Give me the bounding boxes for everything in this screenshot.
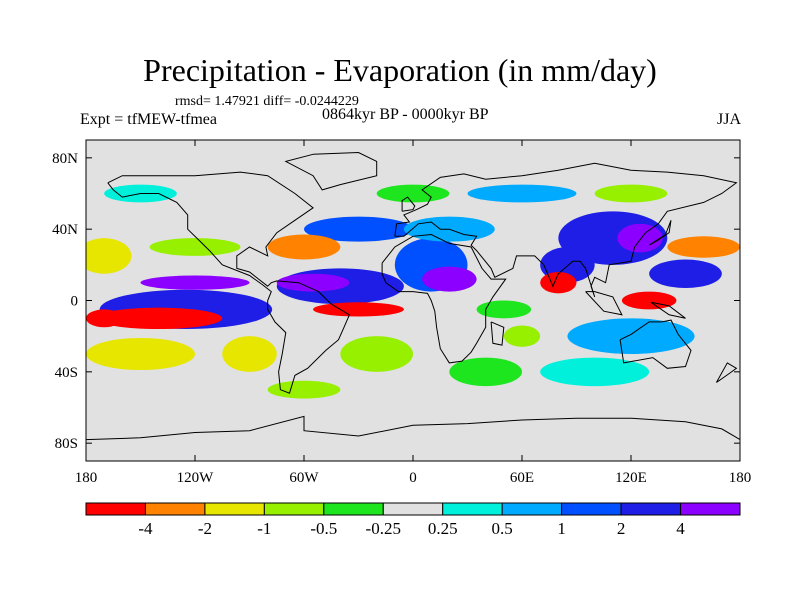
field-region: [594, 184, 668, 203]
stats-text: rmsd= 1.47921 diff= -0.0244229: [175, 94, 359, 109]
coastline: [490, 321, 505, 346]
colorbar-label: 2: [617, 519, 626, 538]
coastline: [648, 220, 672, 246]
colorbar-label: -0.25: [366, 519, 401, 538]
colorbar-label: -1: [257, 519, 271, 538]
field-region: [340, 336, 413, 372]
coastlines: [86, 151, 740, 441]
field-region: [140, 275, 250, 290]
coastline: [619, 319, 692, 369]
lat-labels: 80N 40N 0 40S 80S: [52, 151, 78, 452]
colorbar-box: [263, 502, 325, 516]
lon-label: 180: [729, 470, 752, 486]
field-region: [540, 357, 650, 387]
colorbar-label: -0.5: [310, 519, 337, 538]
colorbar-labels: -4 -2 -1 -0.5 -0.25 0.25 0.5 1 2 4: [138, 519, 685, 538]
field-region: [86, 309, 123, 328]
lon-label: 180: [75, 470, 98, 486]
coastline: [715, 362, 738, 383]
field-region: [267, 380, 341, 399]
field-region: [503, 325, 541, 347]
field-layer: [86, 140, 740, 461]
map-title: Precipitation - Evaporation (in mm/day): [143, 52, 657, 88]
field-region: [540, 271, 577, 294]
field-region: [617, 223, 663, 253]
lat-label: 40S: [55, 365, 78, 381]
field-region: [449, 357, 522, 387]
colorbar-label: 4: [676, 519, 685, 538]
coastline: [585, 291, 623, 316]
lon-labels: 180 120W 60W 0 60E 120E 180: [75, 470, 752, 486]
colorbar-box: [561, 502, 622, 516]
season-label: JJA: [717, 111, 742, 128]
colorbar-label: -4: [138, 519, 153, 538]
colorbar-box: [85, 502, 146, 516]
coastline: [650, 301, 686, 319]
colorbar-box: [620, 502, 682, 516]
colorbar: [85, 502, 741, 516]
field-region: [95, 307, 223, 330]
colorbar-box: [680, 502, 741, 516]
colorbar-label: 1: [557, 519, 566, 538]
lat-label: 80N: [52, 151, 78, 167]
colorbar-box: [323, 502, 384, 516]
coastline: [401, 196, 416, 212]
coastline: [284, 151, 378, 191]
coastline: [381, 233, 507, 364]
field-region: [567, 318, 695, 354]
coastline: [394, 162, 738, 298]
lat-label: 80S: [55, 436, 78, 452]
field-region: [376, 184, 450, 203]
lat-label: 0: [71, 294, 79, 310]
field-region: [149, 238, 241, 256]
lon-label: 60E: [510, 470, 534, 486]
field-region: [267, 234, 341, 260]
colorbar-box: [144, 502, 206, 516]
field-region: [86, 337, 195, 371]
field-region: [667, 236, 740, 258]
colorbar-box: [442, 502, 503, 516]
field-region: [649, 259, 722, 289]
colorbar-label: -2: [198, 519, 212, 538]
field-region: [313, 302, 404, 317]
field-region: [276, 273, 350, 292]
axis-ticks: [85, 140, 741, 461]
lon-label: 0: [409, 470, 417, 486]
lat-label: 40N: [52, 222, 78, 238]
field-region: [222, 336, 277, 372]
coastline: [86, 415, 740, 441]
colorbar-box: [501, 502, 563, 516]
lon-label: 120W: [177, 470, 215, 486]
field-region: [621, 291, 677, 310]
field-region: [476, 300, 532, 319]
colorbar-label: 0.25: [428, 519, 458, 538]
field-region: [467, 184, 577, 203]
experiment-label: Expt = tfMEW-tfmea: [80, 111, 217, 128]
field-region: [422, 266, 477, 292]
field-region: [86, 238, 132, 274]
colorbar-label: 0.5: [492, 519, 513, 538]
field-region: [304, 216, 413, 242]
colorbar-box: [382, 502, 444, 516]
coastline: [107, 171, 351, 394]
colorbar-box: [204, 502, 265, 516]
period-text: 0864kyr BP - 0000kyr BP: [322, 106, 489, 123]
lon-label: 60W: [289, 470, 319, 486]
lon-label: 120E: [615, 470, 647, 486]
